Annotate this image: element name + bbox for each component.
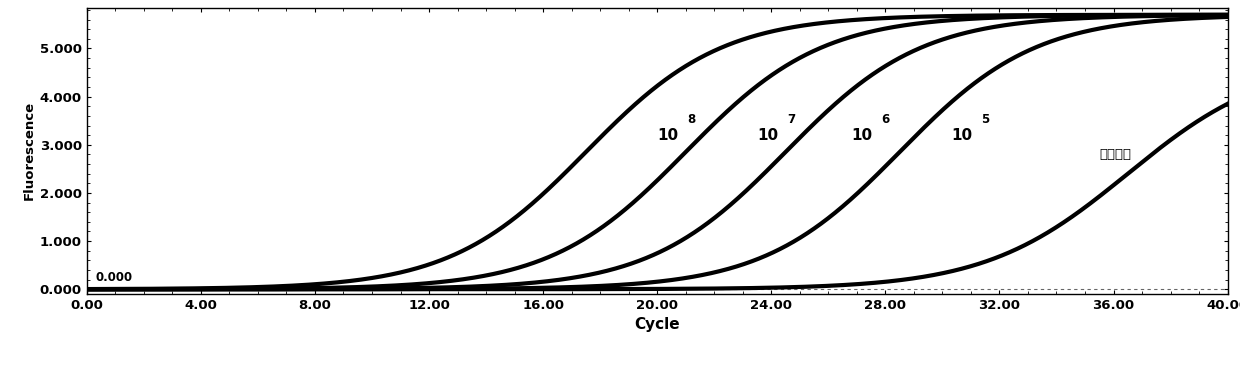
- Text: 10: 10: [851, 128, 872, 143]
- Text: 10: 10: [951, 128, 972, 143]
- Text: 8: 8: [687, 113, 696, 126]
- Text: 5: 5: [981, 113, 990, 126]
- Text: 6: 6: [882, 113, 889, 126]
- X-axis label: Cycle: Cycle: [635, 317, 680, 333]
- Text: 10: 10: [756, 128, 779, 143]
- Text: 10: 10: [657, 128, 678, 143]
- Y-axis label: Fluorescence: Fluorescence: [22, 101, 36, 200]
- Text: 阳性样本: 阳性样本: [1099, 148, 1131, 161]
- Text: 7: 7: [787, 113, 795, 126]
- Text: 0.000: 0.000: [95, 271, 133, 284]
